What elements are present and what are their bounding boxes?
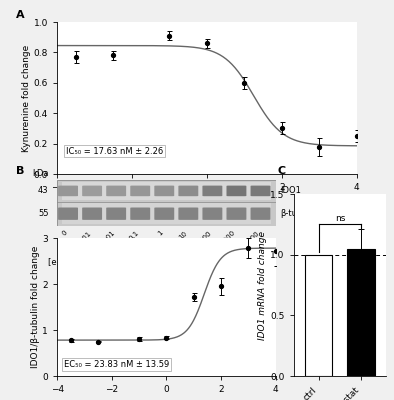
Text: 0.01: 0.01	[101, 230, 116, 245]
Bar	[305, 255, 333, 376]
Text: IDO1: IDO1	[280, 186, 301, 195]
FancyBboxPatch shape	[178, 208, 198, 220]
FancyBboxPatch shape	[154, 208, 174, 220]
Y-axis label: Kynurenine fold change: Kynurenine fold change	[22, 44, 31, 152]
FancyBboxPatch shape	[58, 186, 78, 196]
FancyBboxPatch shape	[106, 186, 126, 196]
Text: 10: 10	[178, 230, 188, 240]
X-axis label: Log [epacadostat], nM: Log [epacadostat], nM	[156, 198, 257, 206]
FancyBboxPatch shape	[82, 208, 102, 220]
FancyBboxPatch shape	[251, 208, 270, 220]
FancyBboxPatch shape	[130, 208, 150, 220]
Text: [epacadostat], nM: [epacadostat], nM	[48, 258, 125, 267]
Text: IC₅₀ = 17.63 nM ± 2.26: IC₅₀ = 17.63 nM ± 2.26	[66, 147, 164, 156]
Text: 100: 100	[199, 230, 212, 244]
FancyBboxPatch shape	[203, 208, 222, 220]
Text: kDa: kDa	[32, 169, 48, 178]
Text: C: C	[278, 166, 286, 176]
Text: EC₅₀ = 23.83 nM ± 13.59: EC₅₀ = 23.83 nM ± 13.59	[64, 360, 169, 369]
Bar	[61, 203, 271, 224]
Text: 1’000: 1’000	[218, 230, 236, 248]
Text: A: A	[16, 10, 24, 20]
FancyBboxPatch shape	[227, 186, 246, 196]
FancyBboxPatch shape	[82, 186, 102, 196]
Text: 0.001: 0.001	[74, 230, 92, 248]
Text: 43: 43	[38, 186, 48, 195]
FancyBboxPatch shape	[227, 208, 246, 220]
Text: β-tubulin: β-tubulin	[280, 209, 318, 218]
FancyBboxPatch shape	[154, 186, 174, 196]
Text: 10’000: 10’000	[239, 230, 260, 251]
Text: ns: ns	[335, 214, 345, 223]
Bar	[61, 182, 271, 200]
FancyBboxPatch shape	[203, 186, 222, 196]
Text: B: B	[16, 166, 24, 176]
Text: 1: 1	[157, 230, 164, 237]
Y-axis label: IDO1 mRNA fold change: IDO1 mRNA fold change	[258, 230, 268, 340]
Text: 0.1: 0.1	[128, 230, 140, 242]
FancyBboxPatch shape	[106, 208, 126, 220]
FancyBboxPatch shape	[178, 186, 198, 196]
Text: 0: 0	[61, 230, 68, 237]
FancyBboxPatch shape	[130, 186, 150, 196]
FancyBboxPatch shape	[251, 186, 270, 196]
Bar	[347, 248, 375, 376]
Y-axis label: IDO1/β-tubulin fold change: IDO1/β-tubulin fold change	[31, 246, 39, 368]
FancyBboxPatch shape	[58, 208, 78, 220]
Text: 55: 55	[38, 209, 48, 218]
